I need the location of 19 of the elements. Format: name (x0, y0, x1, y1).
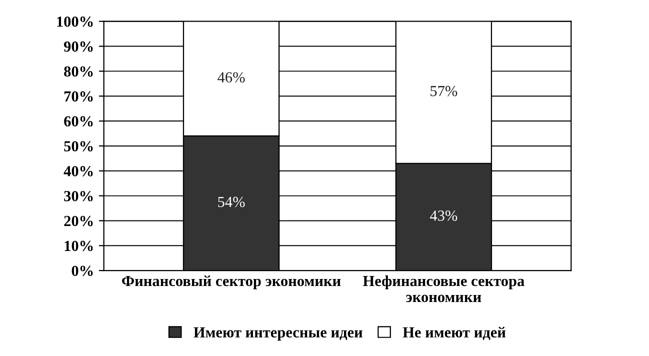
y-tick-label: 10% (64, 240, 93, 252)
data-label: 54% (218, 196, 245, 208)
data-label: 46% (218, 72, 245, 83)
y-tick-label: 30% (64, 190, 93, 202)
x-tick-label: Финансовый сектор экономики (122, 276, 341, 290)
y-tick-label: 50% (64, 141, 93, 152)
y-tick-label: 60% (64, 116, 93, 127)
legend-label: Не имеют идей (402, 326, 506, 340)
y-tick-label: 100% (57, 16, 93, 27)
y-tick-label: 0% (72, 266, 93, 276)
x-tick-label: Нефинансовые сектора экономики (362, 275, 524, 302)
data-label: 43% (430, 210, 458, 221)
y-tick-label: 70% (64, 91, 93, 102)
data-label: 57% (430, 86, 458, 96)
y-tick-label: 80% (64, 66, 93, 77)
legend-label: Имеют интересные идеи (194, 327, 362, 341)
y-tick-label: 40% (64, 166, 93, 176)
y-tick-label: 90% (64, 41, 93, 52)
y-tick-label: 20% (64, 216, 93, 226)
